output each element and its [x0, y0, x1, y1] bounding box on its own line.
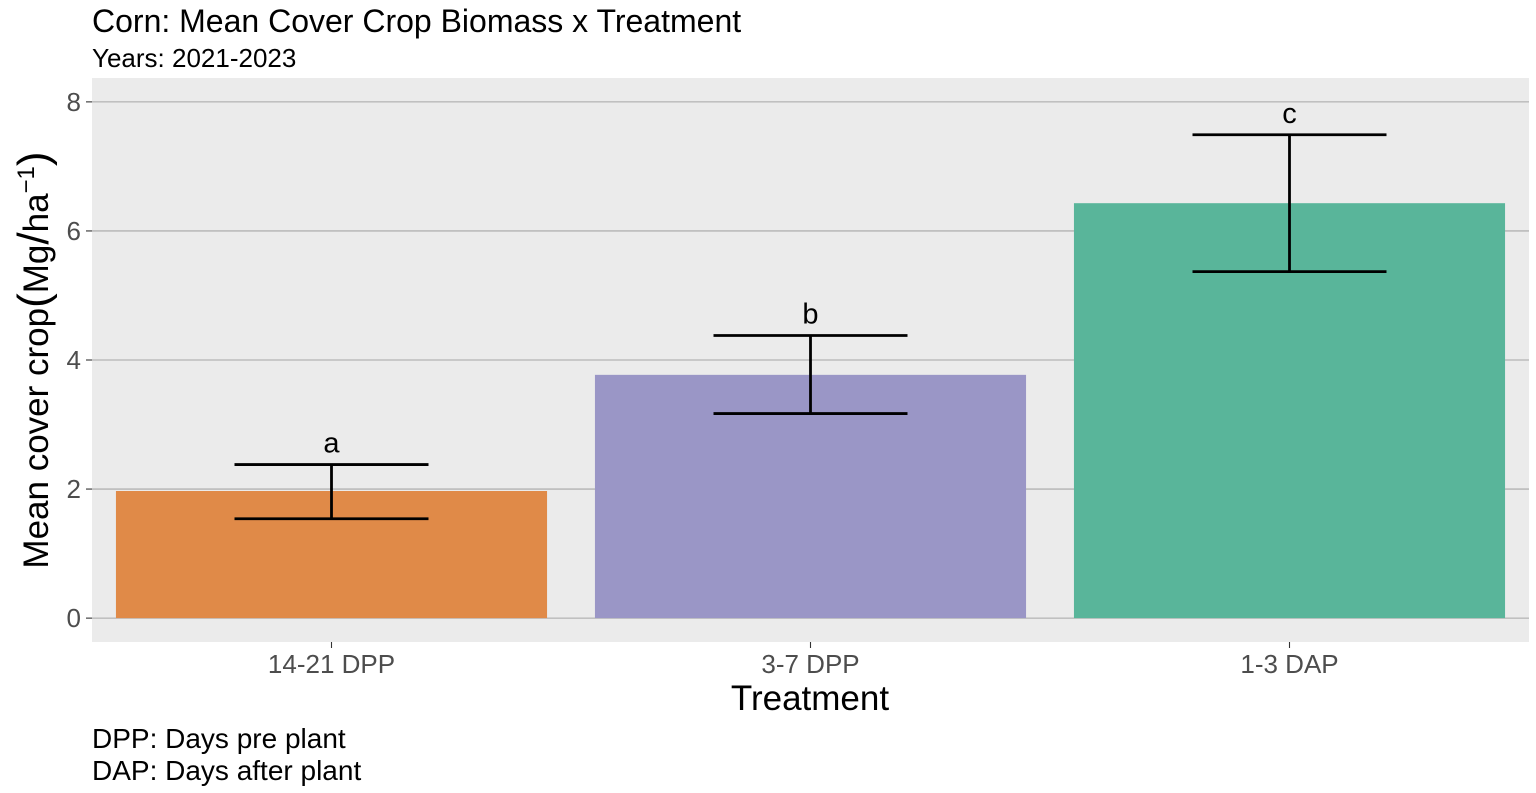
significance-letters: a b c [323, 98, 1296, 460]
chart-subtitle: Years: 2021-2023 [92, 43, 296, 73]
error-bar [713, 334, 908, 415]
significance-letter: c [1282, 98, 1297, 130]
y-tick-label: 4 [67, 345, 81, 375]
x-tick-label: 14-21 DPP [268, 649, 395, 679]
x-axis-ticks: 14-21 DPP 3-7 DPP 1-3 DAP [268, 642, 1339, 679]
y-axis-title-close-paren: ) [9, 151, 58, 166]
y-tick-label: 8 [67, 87, 81, 117]
y-axis-title-slash: / [9, 232, 58, 245]
error-bars [234, 133, 1387, 521]
significance-letter: a [323, 428, 340, 460]
y-axis-title-exponent: −1 [13, 166, 40, 193]
error-bar [234, 463, 429, 521]
y-tick-label: 6 [67, 216, 81, 246]
y-tick-label: 2 [67, 474, 81, 504]
y-axis-ticks: 0 2 4 6 8 [67, 87, 92, 633]
y-axis-title: Mean cover crop(Mg/ha−1) [9, 151, 58, 568]
x-axis-title: Treatment [731, 679, 889, 718]
x-tick-label: 3-7 DPP [761, 649, 859, 679]
bar [594, 374, 1027, 619]
y-axis-title-main: Mean cover crop [17, 308, 56, 569]
y-axis-title-unit-ha: ha [17, 193, 56, 232]
error-bar [1192, 133, 1387, 273]
y-axis-title-open-paren: ( [9, 293, 58, 308]
caption-line-2: DAP: Days after plant [92, 755, 361, 786]
x-tick-label: 1-3 DAP [1240, 649, 1338, 679]
y-axis-title-unit-mg: Mg [17, 245, 56, 294]
bars [115, 203, 1506, 619]
y-tick-label: 0 [67, 603, 81, 633]
significance-letter: b [802, 298, 818, 330]
caption-line-1: DPP: Days pre plant [92, 723, 346, 754]
chart-title: Corn: Mean Cover Crop Biomass x Treatmen… [92, 3, 741, 39]
